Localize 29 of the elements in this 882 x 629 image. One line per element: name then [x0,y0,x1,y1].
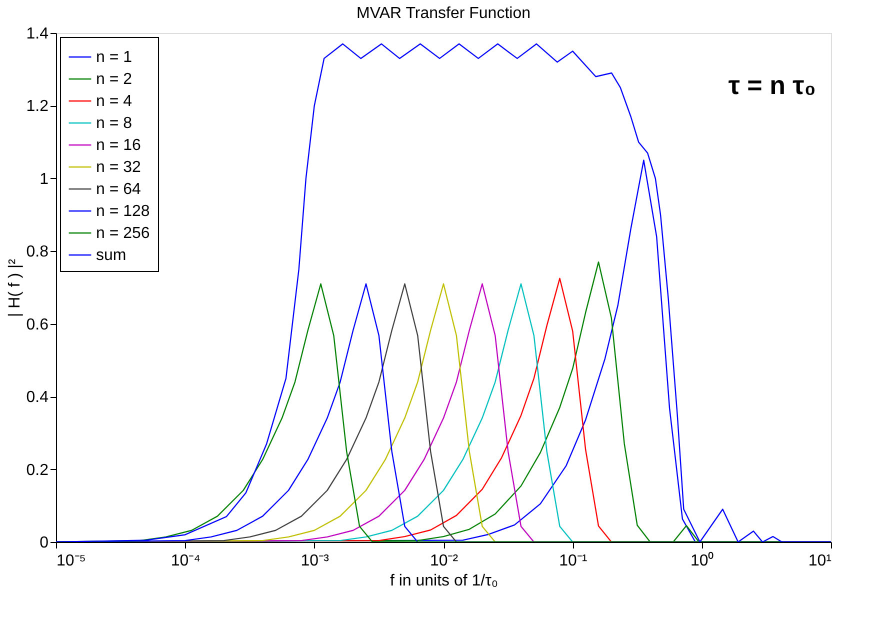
legend-label: n = 16 [96,137,142,154]
legend-label: n = 1 [96,49,132,66]
legend-label: n = 64 [96,181,142,198]
y-tick-label: 0.2 [26,462,49,479]
x-tick-label: 10⁻⁴ [170,552,201,570]
x-tick-label: 10⁻² [430,552,459,570]
legend-label: n = 2 [96,71,132,88]
y-tick-label: 0.6 [26,316,49,334]
legend-label: n = 256 [96,225,150,242]
y-tick-label: 0 [40,534,49,552]
x-axis-title: f in units of 1/τ₀ [390,572,498,590]
legend-label: n = 4 [96,93,132,110]
x-tick-label: 10¹ [808,552,832,570]
x-tick-label: 10⁻¹ [559,552,588,570]
y-tick-label: 1.4 [26,26,49,42]
y-tick-label: 1 [40,170,49,188]
chart-title: MVAR Transfer Function [356,5,530,22]
annotation: τ = n τ₀ [728,70,816,100]
x-tick-label: 10⁻⁵ [56,552,86,570]
y-tick-label: 1.2 [26,98,49,116]
y-tick-label: 0.4 [26,389,49,406]
x-tick-label: 10⁻³ [300,552,330,570]
legend-label: n = 8 [96,115,132,132]
legend-label: n = 128 [96,203,150,220]
x-tick-label: 10⁰ [690,552,714,570]
y-tick-label: 0.8 [26,244,49,261]
y-axis-title: | H( f ) |² [6,258,24,318]
legend-label: n = 32 [96,159,142,176]
legend-label: sum [96,247,126,264]
